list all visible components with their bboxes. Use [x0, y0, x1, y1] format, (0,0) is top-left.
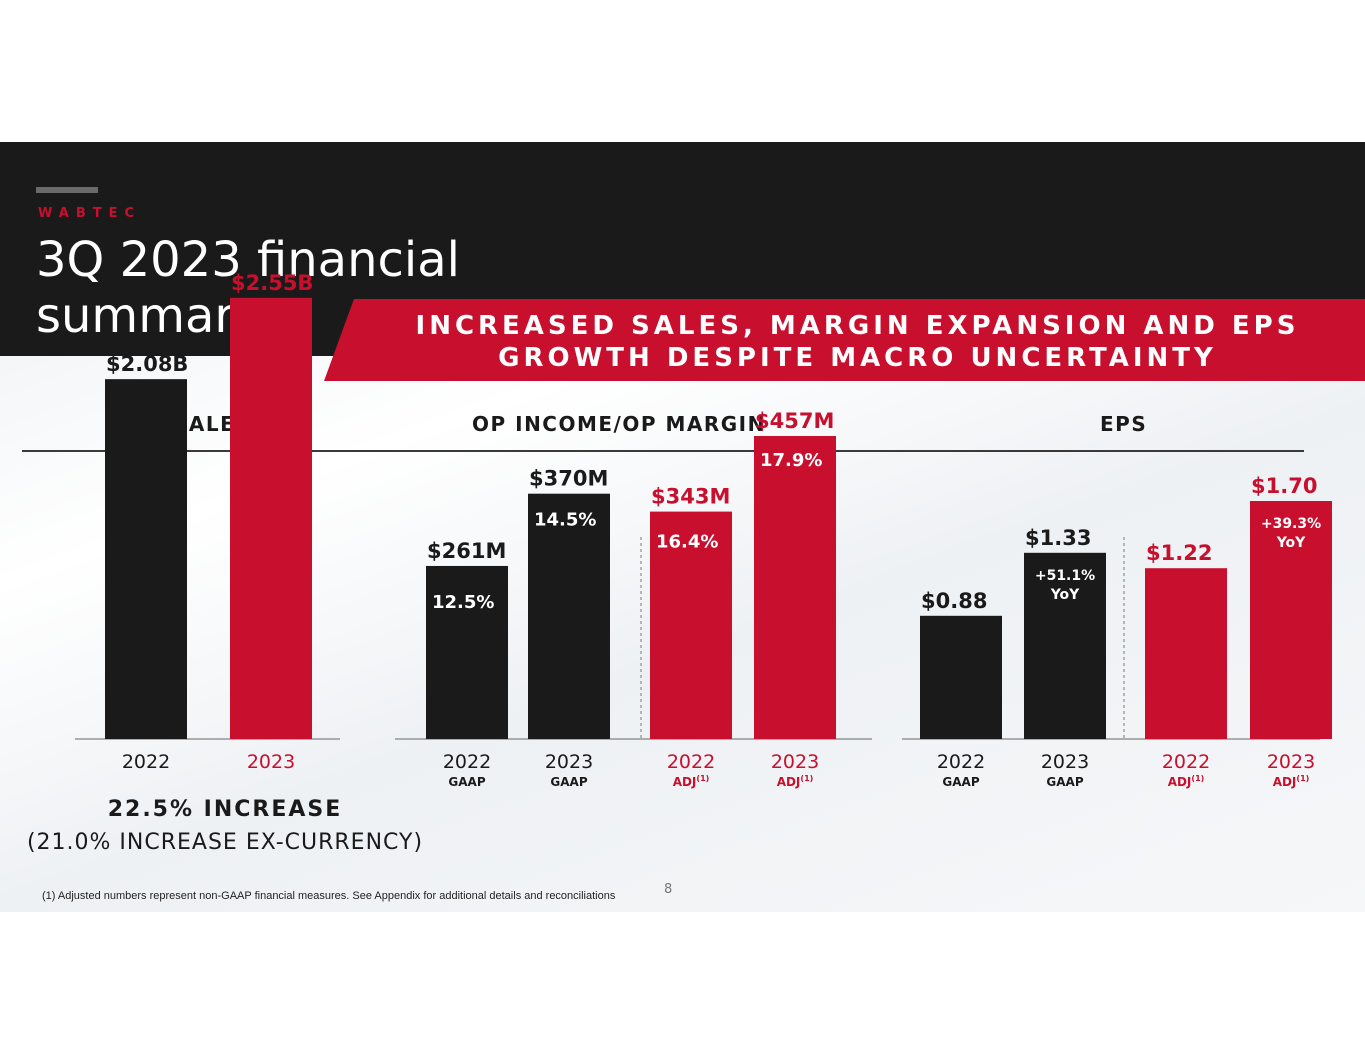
page-title-line2: summary: [36, 288, 263, 344]
eps-category-label-0: 2022: [937, 751, 985, 773]
eps-yoy-label-3: YoY: [1276, 535, 1306, 551]
sales-increase: 22.5% INCREASE: [107, 797, 343, 822]
headline-banner: [324, 299, 1365, 381]
op-margin-label-0: 12.5%: [432, 592, 494, 613]
op-sublabel-2: ADJ(1): [673, 774, 710, 789]
page-title-line1: 3Q 2023 financial: [36, 232, 460, 288]
eps-bar-2: [1145, 568, 1227, 739]
op-sublabel-0: GAAP: [448, 775, 485, 789]
eps-bar-3: [1250, 501, 1332, 739]
op-value-label-3: $457M: [755, 409, 834, 433]
op-value-label-2: $343M: [651, 485, 730, 509]
eps-sublabel-0: GAAP: [942, 775, 979, 789]
eps-yoy-pct-3: +39.3%: [1261, 516, 1321, 532]
page-title: 3Q 2023 financial summary: [36, 232, 516, 344]
brand-dash: [36, 187, 98, 193]
eps-value-label-1: $1.33: [1025, 526, 1091, 550]
eps-yoy-label-1: YoY: [1050, 587, 1080, 603]
op-sublabel-sup-3: (1): [800, 774, 813, 783]
op-sublabel-sup-2: (1): [696, 774, 709, 783]
eps-value-label-3: $1.70: [1251, 474, 1317, 498]
op-category-label-1: 2023: [545, 751, 593, 773]
footnote: (1) Adjusted numbers represent non-GAAP …: [42, 890, 616, 902]
op-category-label-2: 2022: [667, 751, 715, 773]
eps-category-label-2: 2022: [1162, 751, 1210, 773]
op-bar-2: [650, 511, 732, 739]
op-value-label-0: $261M: [427, 539, 506, 563]
eps-category-label-1: 2023: [1041, 751, 1089, 773]
op-margin-label-2: 16.4%: [656, 532, 718, 553]
brand-name: WABTEC: [38, 206, 142, 221]
op-bar-3: [754, 436, 836, 739]
sales-increase-ex-currency: (21.0% INCREASE EX-CURRENCY): [26, 830, 424, 855]
eps-category-label-3: 2023: [1267, 751, 1315, 773]
sales-category-label-0: 2022: [122, 751, 170, 773]
eps-sublabel-1: GAAP: [1046, 775, 1083, 789]
op-bar-0: [426, 565, 508, 739]
op-value-label-1: $370M: [529, 467, 608, 491]
op-category-label-0: 2022: [443, 751, 491, 773]
op-bar-1: [528, 493, 610, 739]
op-sublabel-3: ADJ(1): [777, 774, 814, 789]
sales-category-label-1: 2023: [247, 751, 295, 773]
op-sublabel-1: GAAP: [550, 775, 587, 789]
sales-bar-1: [230, 297, 312, 739]
eps-heading: EPS: [1100, 412, 1148, 436]
page-number: 8: [664, 882, 673, 897]
headline-text: INCREASED SALES, MARGIN EXPANSION AND EP…: [350, 310, 1365, 374]
headline-line2: GROWTH DESPITE MACRO UNCERTAINTY: [498, 343, 1217, 373]
eps-value-label-2: $1.22: [1146, 541, 1212, 565]
op-category-label-3: 2023: [771, 751, 819, 773]
eps-sublabel-3: ADJ(1): [1273, 774, 1310, 789]
op-margin-label-3: 17.9%: [760, 450, 822, 471]
sales-value-label-0: $2.08B: [106, 352, 188, 376]
slide: WABTEC 3Q 2023 financial summary INCREAS…: [0, 142, 1365, 912]
sales-bar-0: [105, 379, 187, 739]
op-margin-label-1: 14.5%: [534, 510, 596, 531]
eps-sublabel-sup-2: (1): [1191, 774, 1204, 783]
eps-yoy-pct-1: +51.1%: [1035, 568, 1095, 584]
headline-line1: INCREASED SALES, MARGIN EXPANSION AND EP…: [415, 311, 1300, 341]
eps-sublabel-sup-3: (1): [1296, 774, 1309, 783]
eps-bar-0: [920, 615, 1002, 739]
eps-sublabel-2: ADJ(1): [1168, 774, 1205, 789]
charts-canvas: $2.08B 2022 $2.55B 2023 $261M 12.5% 2022 GAAP $3…: [75, 271, 1332, 789]
eps-value-label-0: $0.88: [921, 589, 987, 613]
op-income-heading: OP INCOME/OP MARGIN: [472, 412, 766, 436]
sales-value-label-1: $2.55B: [231, 271, 313, 295]
section-divider: [22, 450, 1304, 452]
eps-bar-1: [1024, 552, 1106, 739]
